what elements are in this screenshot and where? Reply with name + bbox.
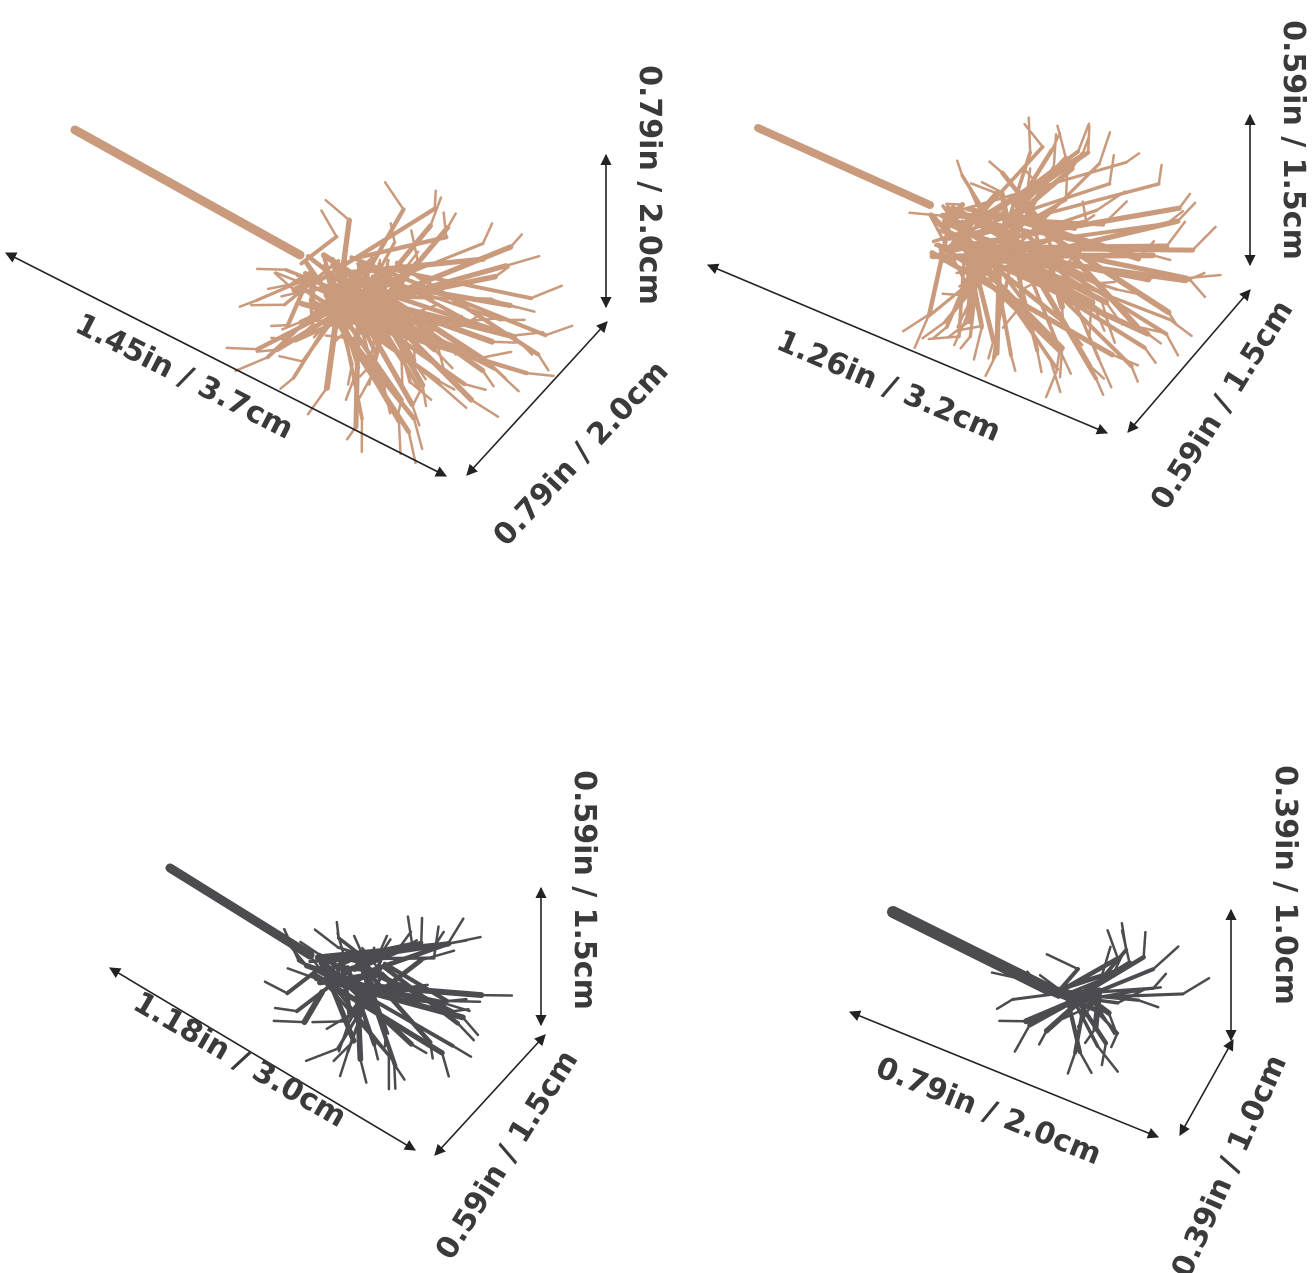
length-label: 1.18in / 3.0cm [127, 985, 352, 1135]
width-label: 0.59in / 1.5cm [1144, 294, 1301, 516]
length-arrow [706, 263, 1109, 435]
height-label: 0.59in / 1.5cm [567, 770, 602, 1010]
width-label: 0.79in / 2.0cm [487, 354, 676, 553]
width-arrow [434, 1034, 546, 1156]
length-label: 1.26in / 3.2cm [772, 323, 1006, 449]
length-arrow [848, 1010, 1160, 1139]
width-arrow [466, 321, 608, 476]
height-label: 0.79in / 2.0cm [632, 65, 667, 305]
item-4-dimensions: 0.79in / 2.0cm 0.39in / 1.0cm 0.39in / 1… [848, 765, 1303, 1273]
width-label: 0.39in / 1.0cm [1165, 1050, 1294, 1273]
width-arrow [1127, 289, 1251, 433]
length-arrow [109, 967, 416, 1151]
length-arrow [5, 252, 447, 477]
width-arrow [1179, 1039, 1234, 1136]
height-label: 0.39in / 1.0cm [1268, 765, 1303, 1005]
length-label: 1.45in / 3.7cm [70, 307, 299, 447]
tree-1-image [70, 125, 574, 465]
height-label: 0.59in / 1.5cm [1276, 20, 1311, 260]
